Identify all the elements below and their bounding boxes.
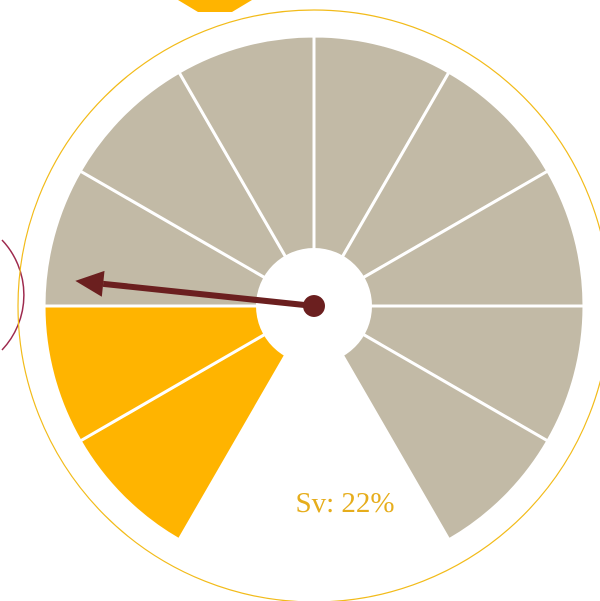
- decoration-top: [178, 0, 252, 12]
- needle: [75, 270, 325, 317]
- gauge-segment: [312, 169, 586, 308]
- needle-hub: [303, 295, 325, 317]
- gauge-segment: [312, 34, 451, 308]
- needle-head: [75, 270, 105, 297]
- gauge-ring: [17, 9, 600, 601]
- needle-shaft: [102, 280, 315, 309]
- gauge-label: Sv: 22%: [295, 487, 394, 519]
- decoration-left: [1, 239, 25, 351]
- gauge-segment: [78, 70, 316, 308]
- gauge-segment: [42, 304, 316, 443]
- gauge-segment: [312, 70, 550, 308]
- gauge-segment: [177, 34, 316, 308]
- gauge-segment: [312, 304, 550, 542]
- gauge-segment: [42, 169, 316, 308]
- gauge-segment: [78, 304, 316, 542]
- gauge: [17, 9, 600, 601]
- gauge-segment: [312, 304, 586, 443]
